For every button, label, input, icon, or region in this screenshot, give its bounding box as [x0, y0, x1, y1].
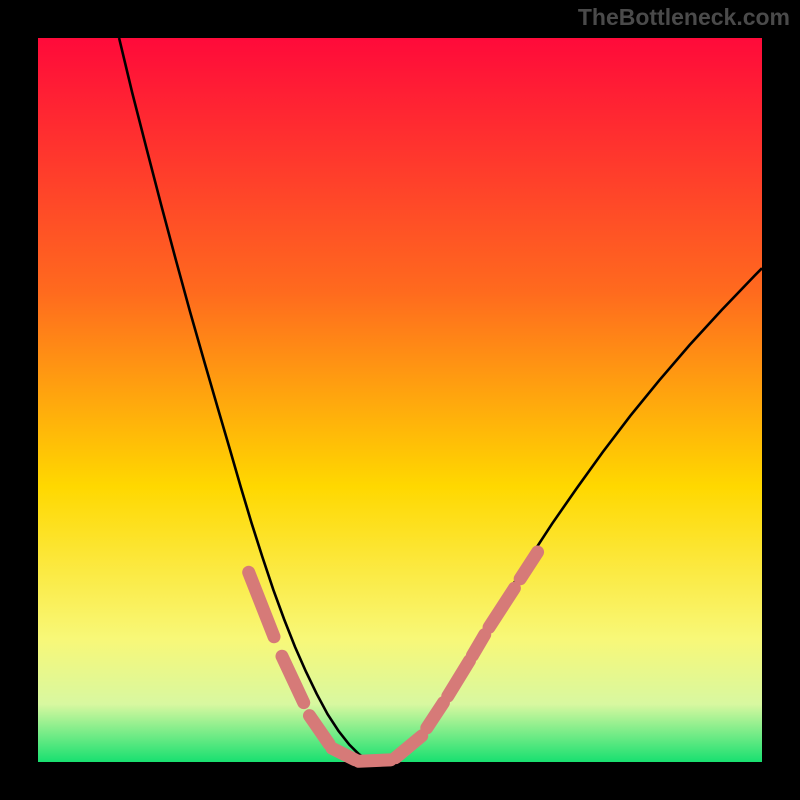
watermark-text: TheBottleneck.com	[578, 4, 790, 31]
chart-svg	[0, 0, 800, 800]
bottleneck-chart: TheBottleneck.com	[0, 0, 800, 800]
marker-segment	[359, 760, 391, 761]
